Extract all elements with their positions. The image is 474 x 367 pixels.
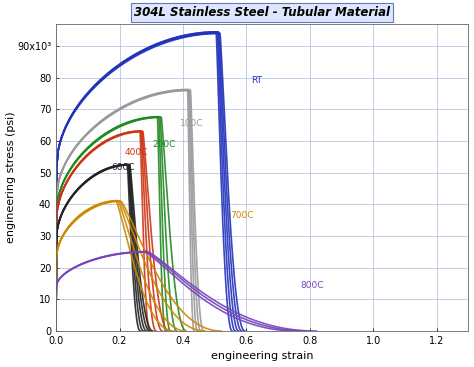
Text: 200C: 200C (153, 140, 176, 149)
Y-axis label: engineering stress (psi): engineering stress (psi) (6, 112, 16, 243)
Title: 304L Stainless Steel - Tubular Material: 304L Stainless Steel - Tubular Material (134, 6, 390, 19)
Text: RT: RT (251, 76, 262, 86)
Text: 700C: 700C (230, 211, 254, 220)
Text: 800C: 800C (301, 281, 324, 290)
Text: 400C: 400C (124, 148, 147, 157)
Text: 100C: 100C (180, 119, 203, 128)
Text: 600C: 600C (111, 163, 135, 172)
X-axis label: engineering strain: engineering strain (211, 352, 313, 361)
